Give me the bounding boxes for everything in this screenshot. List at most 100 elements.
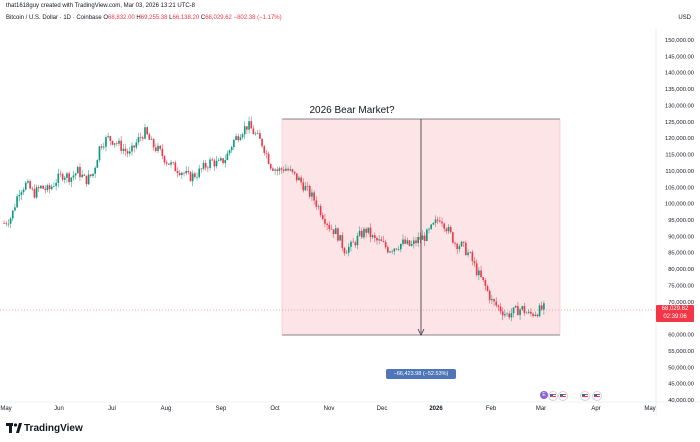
price-chart[interactable]: 150,000.00 145,000.00 140,000.00 135,000.00… bbox=[0, 0, 700, 416]
candle-body bbox=[211, 159, 214, 161]
candle-body bbox=[517, 306, 519, 316]
candle-body bbox=[326, 223, 328, 226]
candle-body bbox=[295, 173, 298, 181]
candle-body bbox=[315, 200, 318, 207]
candle-body bbox=[189, 172, 192, 182]
candle-body bbox=[89, 174, 92, 177]
candle-body bbox=[395, 248, 398, 250]
candle-body bbox=[534, 314, 537, 316]
candle-body bbox=[83, 174, 86, 176]
candle-body bbox=[213, 160, 216, 167]
high-value: 69,255.38 bbox=[140, 15, 168, 21]
candle-body bbox=[293, 171, 296, 174]
candle-body bbox=[174, 162, 177, 172]
candle-body bbox=[525, 312, 528, 314]
candle-body bbox=[350, 241, 352, 247]
price-tick-label: 125,000.00 bbox=[665, 120, 694, 126]
candle-body bbox=[360, 230, 363, 238]
candle-body bbox=[521, 306, 524, 310]
price-tick-label: 135,000.00 bbox=[665, 87, 694, 93]
us-flag-event-icon[interactable] bbox=[558, 391, 568, 401]
candle-body bbox=[508, 313, 511, 318]
time-tick-label: May bbox=[0, 406, 11, 412]
candle-body bbox=[298, 177, 300, 181]
price-tick-label: 85,000.00 bbox=[668, 251, 694, 257]
price-tick-label: 100,000.00 bbox=[665, 202, 694, 208]
candle-body bbox=[215, 160, 218, 167]
candle-body bbox=[341, 235, 344, 248]
measure-label[interactable]: −66,423.98 (−52.53%) bbox=[386, 369, 456, 379]
candle-body bbox=[269, 164, 272, 169]
annotation-title[interactable]: 2026 Bear Market? bbox=[309, 105, 395, 116]
us-flag-event-icon[interactable] bbox=[548, 391, 558, 401]
candle-body bbox=[224, 160, 227, 164]
symbol-name: Bitcoin / U.S. Dollar · 1D · Coinbase bbox=[6, 15, 102, 21]
candle-body bbox=[419, 237, 422, 240]
candle-body bbox=[415, 240, 417, 244]
candle-body bbox=[278, 168, 281, 171]
candle-body bbox=[389, 251, 391, 253]
time-tick-label: Apr bbox=[591, 406, 600, 412]
candle-body bbox=[217, 160, 220, 161]
us-flag-event-icon[interactable] bbox=[592, 391, 602, 401]
candle-body bbox=[402, 239, 404, 244]
footer: TradingView bbox=[0, 416, 700, 442]
candle-body bbox=[347, 246, 350, 253]
candle-body bbox=[308, 186, 311, 197]
candle-body bbox=[406, 240, 409, 244]
candle-body bbox=[233, 139, 235, 148]
candle-body bbox=[443, 223, 446, 229]
candle-body bbox=[532, 313, 534, 316]
candle-body bbox=[109, 136, 112, 141]
candle-body bbox=[248, 121, 250, 130]
candle-body bbox=[369, 227, 372, 238]
candle-body bbox=[365, 228, 367, 233]
candle-body bbox=[209, 159, 211, 168]
change-value: −802.38 (−1.17%) bbox=[233, 15, 282, 21]
candle-body bbox=[35, 187, 38, 198]
candle-body bbox=[486, 285, 489, 291]
candle-body bbox=[263, 146, 266, 153]
candle-body bbox=[514, 306, 517, 308]
candle-body bbox=[155, 147, 157, 151]
candles bbox=[3, 116, 545, 322]
us-flag-event-icon[interactable] bbox=[580, 391, 590, 401]
candle-body bbox=[196, 177, 198, 178]
candle-body bbox=[380, 239, 383, 242]
tradingview-logo-icon[interactable] bbox=[6, 423, 22, 433]
candle-body bbox=[471, 252, 474, 262]
earnings-event-icon[interactable]: E bbox=[540, 391, 548, 399]
candle-body bbox=[506, 313, 508, 315]
candle-body bbox=[254, 133, 257, 135]
candle-body bbox=[317, 206, 320, 207]
candle-body bbox=[319, 206, 322, 216]
candle-body bbox=[220, 158, 222, 161]
price-tick-label: 115,000.00 bbox=[665, 153, 694, 159]
candle-body bbox=[497, 305, 500, 307]
low-label: L bbox=[169, 15, 173, 21]
candle-body bbox=[397, 249, 400, 250]
candle-body bbox=[96, 160, 99, 168]
candle-body bbox=[222, 158, 224, 164]
candle-body bbox=[40, 185, 42, 189]
price-tick-label: 55,000.00 bbox=[668, 349, 694, 355]
candle-body bbox=[241, 134, 244, 138]
candle-body bbox=[434, 219, 437, 223]
open-label: O bbox=[103, 15, 109, 21]
candle-body bbox=[536, 314, 539, 317]
tradingview-brand[interactable]: TradingView bbox=[24, 423, 83, 434]
candle-body bbox=[194, 173, 196, 178]
candle-body bbox=[417, 237, 419, 244]
candle-body bbox=[484, 280, 487, 286]
currency-label[interactable]: USD bbox=[678, 15, 691, 21]
candle-body bbox=[122, 148, 125, 151]
candle-body bbox=[113, 143, 116, 145]
candle-body bbox=[100, 146, 103, 148]
high-label: H bbox=[136, 15, 141, 21]
candle-body bbox=[250, 121, 253, 129]
candle-body bbox=[475, 263, 478, 276]
candle-body bbox=[85, 175, 88, 185]
candle-body bbox=[18, 194, 21, 197]
candle-body bbox=[324, 219, 326, 224]
candle-body bbox=[178, 173, 181, 176]
